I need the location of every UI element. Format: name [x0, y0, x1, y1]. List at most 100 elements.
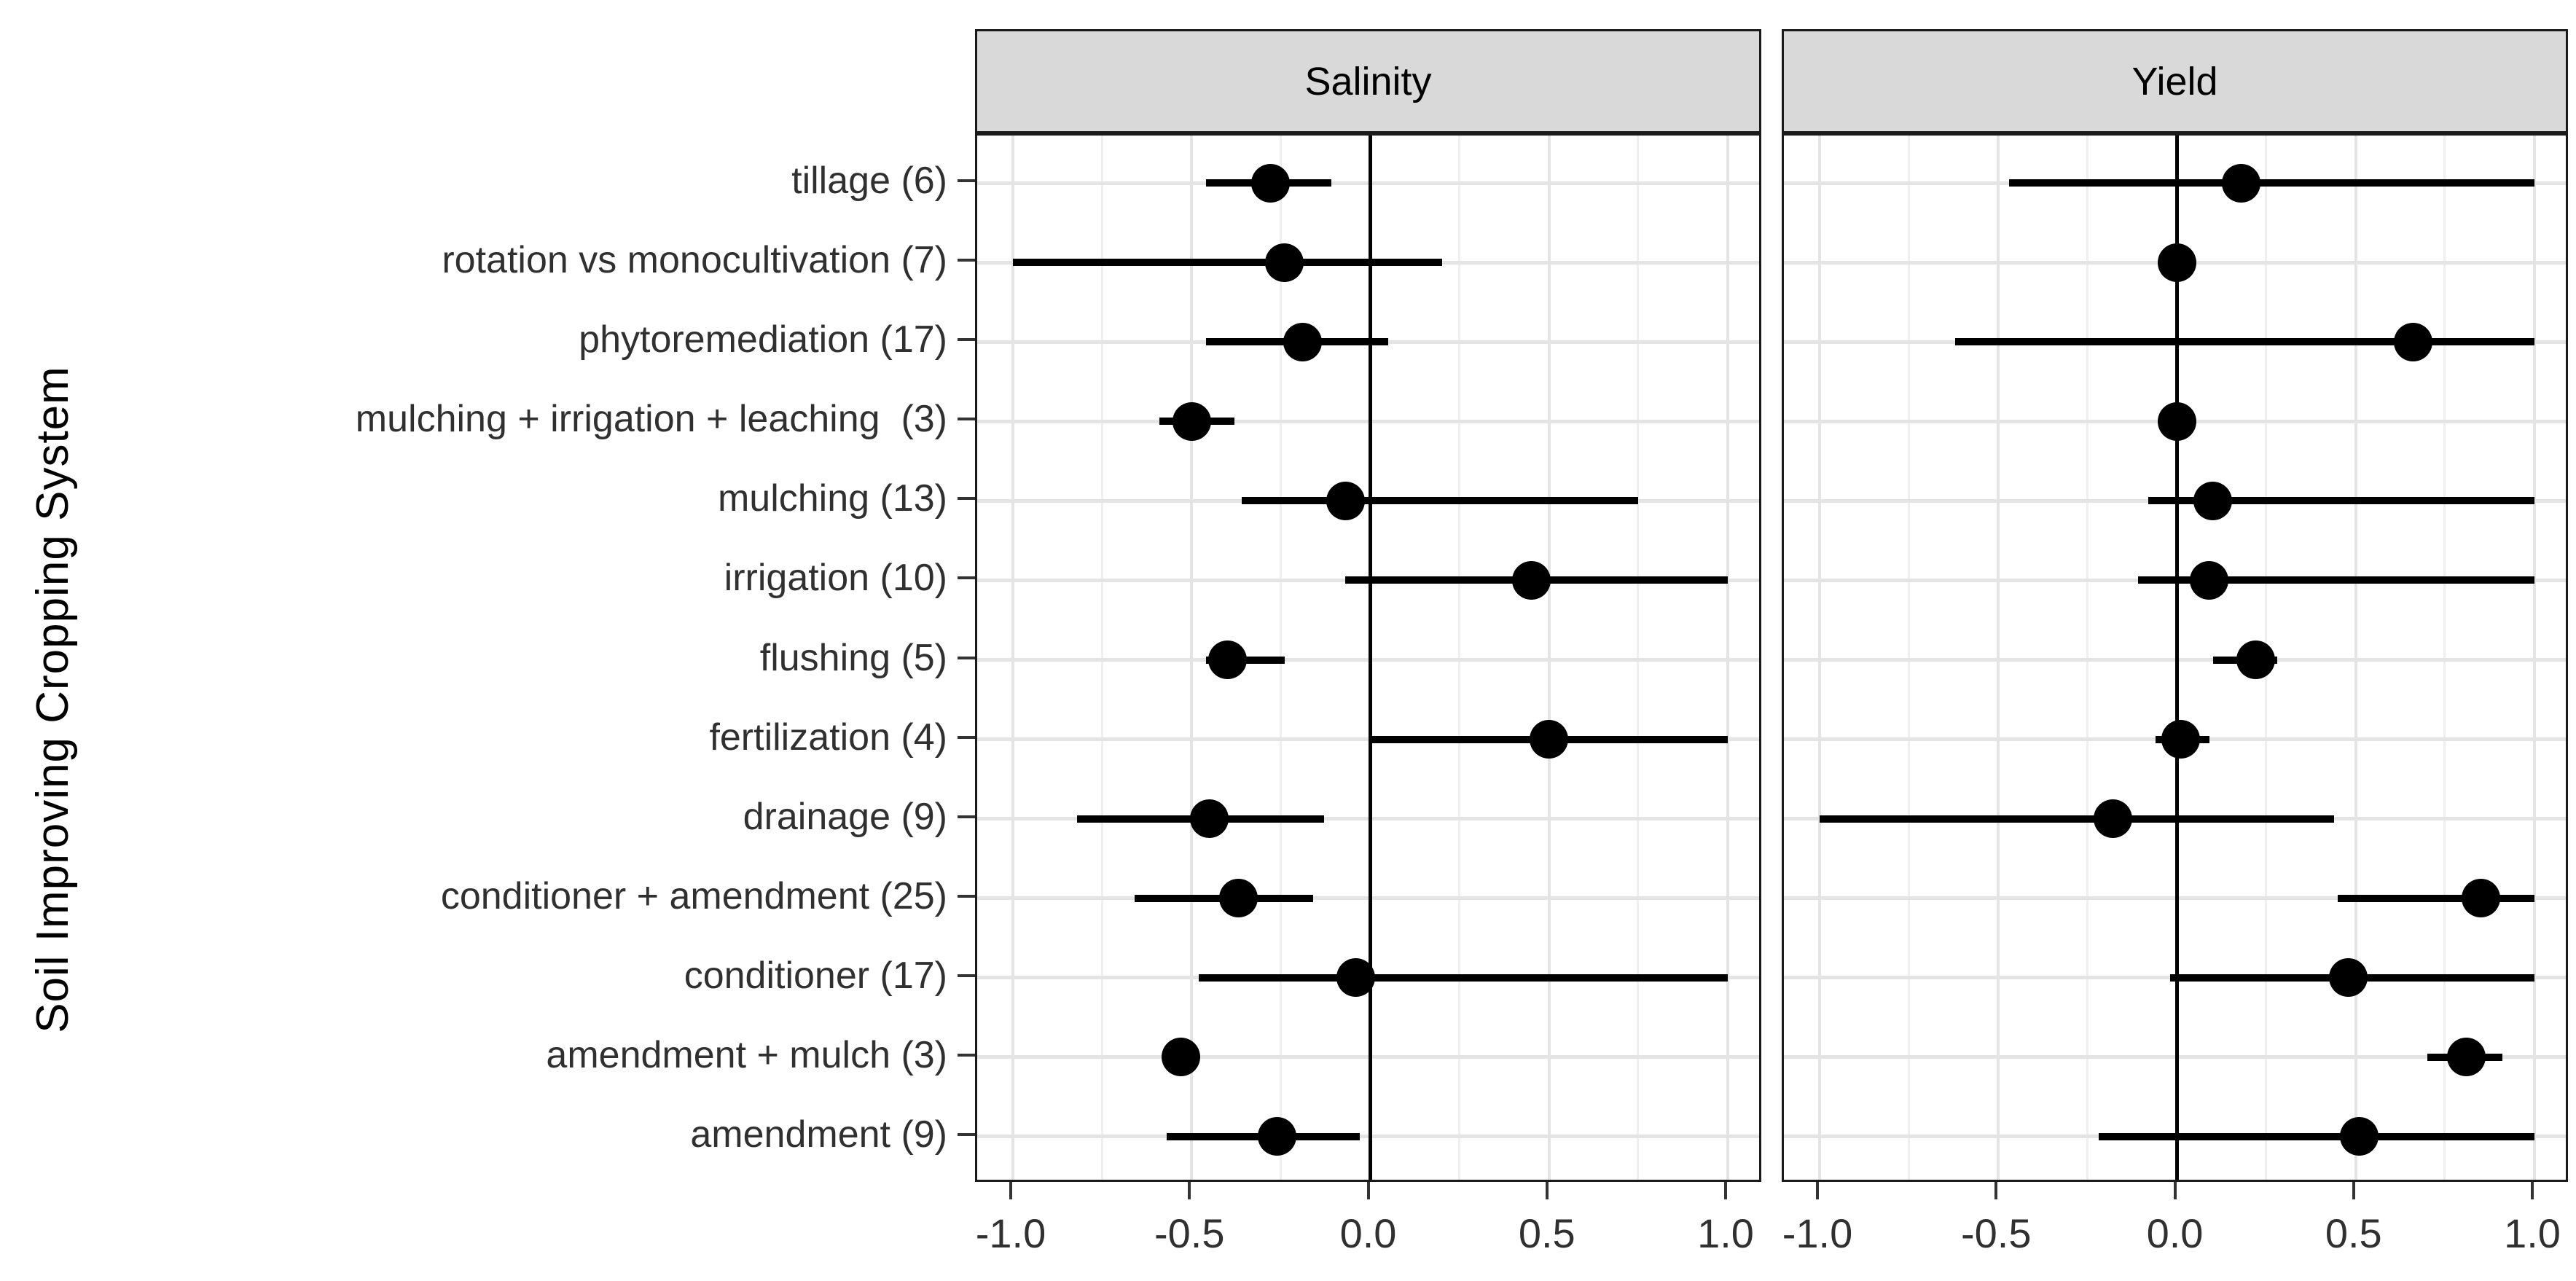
gridline-vertical-minor — [1907, 136, 1910, 1180]
estimate-dot — [1265, 243, 1304, 282]
ci-whisker — [2148, 497, 2534, 505]
gridline-vertical-minor — [1637, 136, 1640, 1180]
y-axis-category-label: irrigation (10) — [724, 557, 947, 600]
x-axis-tick-label: 0.0 — [2146, 1210, 2204, 1256]
y-axis-category-label: conditioner + amendment (25) — [440, 874, 947, 917]
gridline-horizontal — [977, 658, 1759, 662]
y-axis-tick — [958, 418, 975, 421]
y-axis-category-label: flushing (5) — [759, 636, 947, 679]
y-axis-category-label: tillage (6) — [791, 160, 947, 203]
x-axis-tick — [1545, 1182, 1549, 1199]
estimate-dot — [1511, 560, 1551, 600]
estimate-dot — [2393, 322, 2432, 361]
estimate-dot — [1326, 481, 1365, 520]
gridline-horizontal — [977, 737, 1759, 741]
estimate-dot — [1530, 720, 1569, 759]
gridline-horizontal — [977, 1055, 1759, 1059]
x-axis-tick — [1009, 1182, 1012, 1199]
gridline-vertical-minor — [2443, 136, 2446, 1180]
x-axis-tick — [1994, 1182, 1998, 1199]
x-axis-tick-label: -0.5 — [1961, 1210, 2032, 1256]
zero-reference-line — [1369, 136, 1372, 1180]
facet-strip: Salinity — [975, 29, 1761, 133]
ci-whisker — [1241, 497, 1639, 505]
gridline-vertical-major — [1726, 136, 1729, 1180]
gridline-vertical-major — [1818, 136, 1821, 1180]
estimate-dot — [2158, 401, 2196, 441]
y-axis-category-label: mulching + irrigation + leaching (3) — [355, 398, 947, 441]
x-axis-tick — [1366, 1182, 1370, 1199]
y-axis-tick — [958, 259, 975, 262]
y-axis-tick — [958, 576, 975, 580]
x-axis-tick-label: 1.0 — [1697, 1210, 1754, 1256]
x-axis-tick — [1188, 1182, 1191, 1199]
estimate-dot — [1162, 1038, 1201, 1077]
x-axis-tick — [2352, 1182, 2355, 1199]
gridline-vertical-major — [1997, 136, 2000, 1180]
estimate-dot — [1190, 799, 1229, 839]
y-axis-tick — [958, 735, 975, 739]
estimate-dot — [1218, 879, 1258, 918]
y-axis-category-label: rotation vs monocultivation (7) — [442, 239, 947, 282]
ci-whisker — [1820, 815, 2335, 823]
estimate-dot — [2093, 799, 2132, 839]
y-axis-title: Soil Improving Cropping System — [28, 366, 78, 1033]
gridline-horizontal — [1784, 1055, 2566, 1059]
estimate-dot — [1172, 401, 1211, 441]
gridline-vertical-minor — [2086, 136, 2088, 1180]
estimate-dot — [2161, 720, 2200, 759]
estimate-dot — [2236, 640, 2275, 679]
gridline-vertical-major — [1547, 136, 1551, 1180]
x-axis-tick-label: -1.0 — [1782, 1210, 1853, 1256]
gridline-horizontal — [977, 817, 1759, 821]
gridline-horizontal — [1784, 658, 2566, 662]
x-axis-tick-label: 0.5 — [1518, 1210, 1575, 1256]
gridline-horizontal — [977, 181, 1759, 185]
y-axis-category-label: amendment (9) — [690, 1113, 947, 1156]
ci-whisker — [2098, 1132, 2534, 1140]
x-axis-tick-label: 0.0 — [1339, 1210, 1397, 1256]
gridline-horizontal — [977, 896, 1759, 901]
estimate-dot — [2190, 560, 2229, 600]
estimate-dot — [1207, 640, 1247, 679]
y-axis-tick — [958, 815, 975, 818]
y-axis-category-label: conditioner (17) — [684, 954, 947, 997]
estimate-dot — [2222, 163, 2261, 203]
gridline-vertical-minor — [1458, 136, 1461, 1180]
ci-whisker — [2008, 179, 2534, 187]
y-axis-category-label: phytoremediation (17) — [579, 318, 947, 361]
gridline-vertical-major — [2354, 136, 2357, 1180]
ci-whisker — [1955, 338, 2534, 346]
y-axis-tick — [958, 974, 975, 977]
y-axis-category-label: amendment + mulch (3) — [546, 1033, 947, 1076]
estimate-dot — [2158, 243, 2196, 282]
ci-whisker — [2338, 894, 2534, 902]
estimate-dot — [2447, 1038, 2486, 1077]
gridline-vertical-minor — [1100, 136, 1103, 1180]
zero-reference-line — [2175, 136, 2179, 1180]
y-axis-tick — [958, 894, 975, 898]
ci-whisker — [2137, 576, 2534, 584]
y-axis-tick — [958, 656, 975, 659]
x-axis-tick — [1816, 1182, 1819, 1199]
y-axis-category-label: drainage (9) — [743, 795, 947, 838]
gridline-horizontal — [977, 1135, 1759, 1139]
y-axis-tick — [958, 1053, 975, 1057]
y-axis-tick — [958, 179, 975, 183]
estimate-dot — [1283, 322, 1322, 361]
x-axis-tick — [2173, 1182, 2177, 1199]
x-axis-tick-label: -0.5 — [1154, 1210, 1225, 1256]
estimate-dot — [2461, 879, 2500, 918]
estimate-dot — [1250, 163, 1290, 203]
gridline-vertical-major — [1190, 136, 1194, 1180]
ci-whisker — [1199, 974, 1728, 982]
y-axis-tick — [958, 497, 975, 501]
panel-salinity — [975, 133, 1761, 1182]
estimate-dot — [2340, 1117, 2379, 1156]
gridline-vertical-major — [1011, 136, 1014, 1180]
facet-strip: Yield — [1782, 29, 2568, 133]
y-axis-category-label: mulching (13) — [717, 477, 947, 520]
x-axis-tick — [1724, 1182, 1727, 1199]
estimate-dot — [2329, 958, 2368, 998]
y-axis-tick — [958, 1132, 975, 1136]
